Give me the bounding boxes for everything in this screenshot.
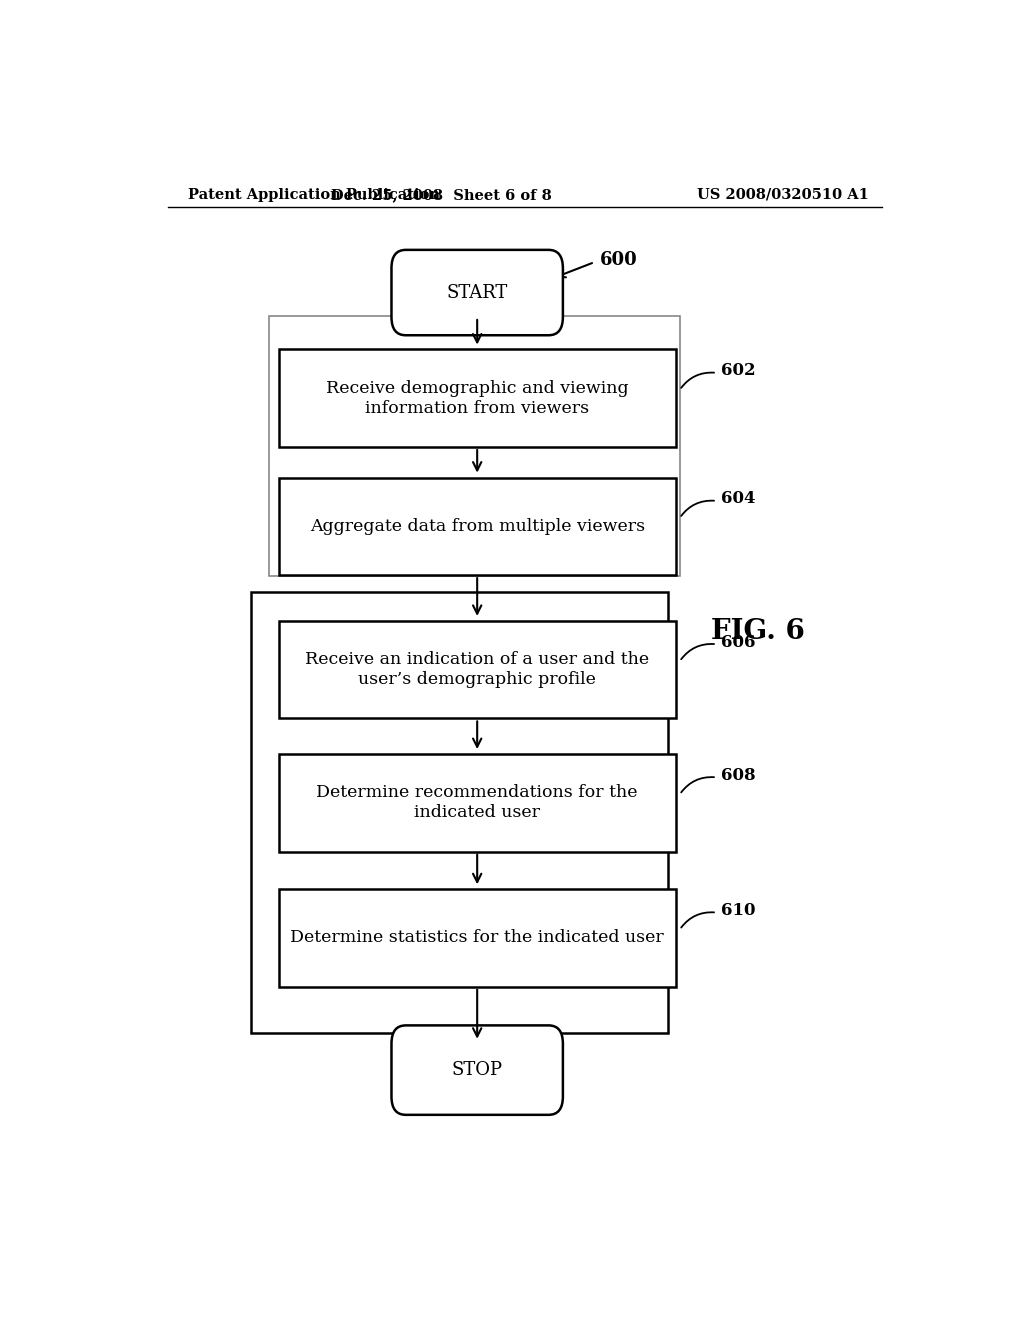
Text: 606: 606 (721, 634, 756, 651)
Text: 608: 608 (721, 767, 756, 784)
Text: 602: 602 (721, 362, 756, 379)
Bar (279, 478, 676, 576)
Text: Aggregate data from multiple viewers: Aggregate data from multiple viewers (309, 517, 645, 535)
Bar (251, 593, 668, 1032)
Text: FIG. 6: FIG. 6 (712, 618, 805, 644)
Text: STOP: STOP (452, 1061, 503, 1080)
Bar (279, 620, 676, 718)
Text: Determine recommendations for the
indicated user: Determine recommendations for the indica… (316, 784, 638, 821)
Bar (269, 315, 680, 576)
Text: Dec. 25, 2008  Sheet 6 of 8: Dec. 25, 2008 Sheet 6 of 8 (331, 187, 552, 202)
Bar (279, 890, 676, 987)
Text: 604: 604 (721, 491, 756, 507)
Text: Receive an indication of a user and the
user’s demographic profile: Receive an indication of a user and the … (305, 651, 649, 688)
Bar (279, 350, 676, 447)
Text: US 2008/0320510 A1: US 2008/0320510 A1 (696, 187, 868, 202)
FancyBboxPatch shape (391, 249, 563, 335)
Text: Patent Application Publication: Patent Application Publication (187, 187, 439, 202)
Bar (279, 754, 676, 851)
Text: Determine statistics for the indicated user: Determine statistics for the indicated u… (291, 929, 664, 946)
FancyBboxPatch shape (391, 1026, 563, 1115)
Text: Receive demographic and viewing
information from viewers: Receive demographic and viewing informat… (326, 380, 629, 417)
Text: START: START (446, 284, 508, 301)
Text: 600: 600 (600, 251, 638, 269)
Text: 610: 610 (721, 902, 756, 919)
